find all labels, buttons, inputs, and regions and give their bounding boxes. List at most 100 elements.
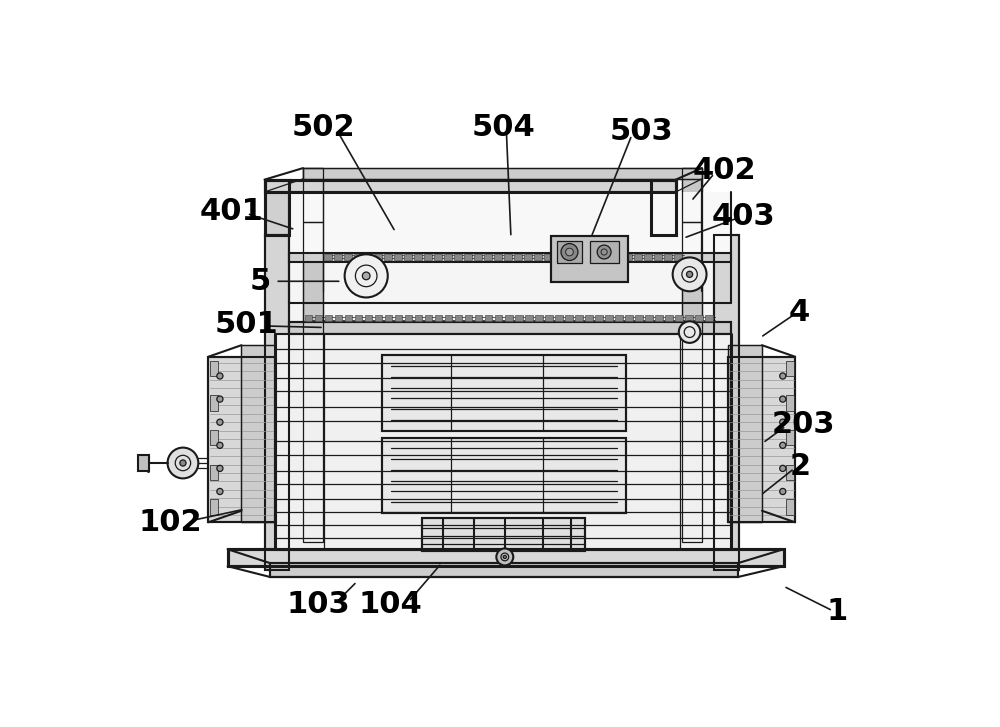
Bar [325, 316, 332, 321]
Bar [564, 254, 572, 260]
Circle shape [780, 465, 786, 472]
Bar [525, 316, 533, 321]
Bar [605, 316, 613, 321]
Bar [534, 254, 542, 260]
Bar [303, 168, 323, 222]
Bar [384, 254, 392, 260]
Bar [445, 316, 452, 321]
Bar [305, 316, 312, 321]
Text: 1: 1 [826, 597, 847, 626]
Bar [375, 316, 382, 321]
Bar [614, 254, 622, 260]
Bar [364, 254, 372, 260]
Bar [241, 345, 275, 522]
Bar [303, 222, 323, 542]
Text: 203: 203 [772, 410, 835, 439]
Bar [394, 254, 402, 260]
Bar [494, 254, 502, 260]
Bar [210, 430, 218, 446]
Bar [655, 316, 663, 321]
Bar [210, 465, 218, 480]
Bar [265, 180, 676, 192]
Bar [728, 345, 762, 522]
Text: 501: 501 [215, 310, 279, 339]
Bar [382, 438, 626, 513]
Bar [210, 499, 218, 515]
Circle shape [345, 254, 388, 297]
Bar [265, 180, 289, 235]
Bar [535, 316, 543, 321]
Bar [265, 180, 676, 192]
Bar [275, 334, 731, 550]
Bar [625, 316, 633, 321]
Bar [551, 236, 628, 282]
Bar [265, 235, 289, 570]
Bar [355, 316, 362, 321]
Bar [484, 254, 492, 260]
Bar [635, 316, 643, 321]
Bar [241, 345, 275, 522]
Bar [524, 254, 532, 260]
Bar [545, 316, 553, 321]
Bar [424, 254, 432, 260]
Bar [664, 254, 672, 260]
Bar [590, 241, 619, 262]
Text: 104: 104 [359, 590, 423, 619]
Text: 504: 504 [471, 113, 535, 142]
Bar [474, 254, 482, 260]
Bar [455, 316, 462, 321]
Bar [786, 361, 794, 376]
Bar [382, 356, 626, 430]
Bar [615, 316, 623, 321]
Bar [786, 395, 794, 411]
Bar [210, 361, 218, 376]
Circle shape [780, 373, 786, 379]
Bar [645, 316, 653, 321]
Bar [644, 254, 652, 260]
Text: 502: 502 [292, 113, 356, 142]
Bar [624, 254, 632, 260]
Bar [289, 322, 731, 334]
Bar [414, 254, 422, 260]
Bar [674, 254, 682, 260]
Bar [265, 180, 289, 235]
Bar [324, 254, 332, 260]
Circle shape [496, 548, 513, 566]
Circle shape [217, 373, 223, 379]
Bar [595, 316, 603, 321]
Text: 401: 401 [200, 198, 263, 227]
Bar [425, 316, 432, 321]
Bar [422, 518, 585, 551]
Bar [289, 192, 731, 260]
Bar [395, 316, 402, 321]
Bar [303, 168, 702, 179]
Bar [289, 253, 731, 262]
Bar [682, 222, 702, 542]
Bar [365, 316, 372, 321]
Bar [464, 254, 472, 260]
Bar [228, 549, 784, 566]
Bar [604, 254, 612, 260]
Circle shape [180, 460, 186, 466]
Bar [695, 316, 703, 321]
Bar [270, 563, 738, 577]
Bar [705, 316, 713, 321]
Circle shape [561, 244, 578, 260]
Bar [454, 254, 462, 260]
Bar [385, 316, 392, 321]
Bar [575, 316, 583, 321]
Circle shape [687, 271, 693, 278]
Bar [345, 316, 352, 321]
Bar [585, 316, 593, 321]
Text: 4: 4 [789, 298, 810, 327]
Bar [275, 235, 731, 566]
Circle shape [503, 555, 506, 558]
Circle shape [217, 419, 223, 425]
Bar [651, 180, 676, 235]
Bar [270, 563, 738, 577]
Bar [786, 465, 794, 480]
Bar [435, 316, 442, 321]
Circle shape [566, 248, 573, 256]
Bar [728, 357, 795, 522]
Bar [485, 316, 492, 321]
